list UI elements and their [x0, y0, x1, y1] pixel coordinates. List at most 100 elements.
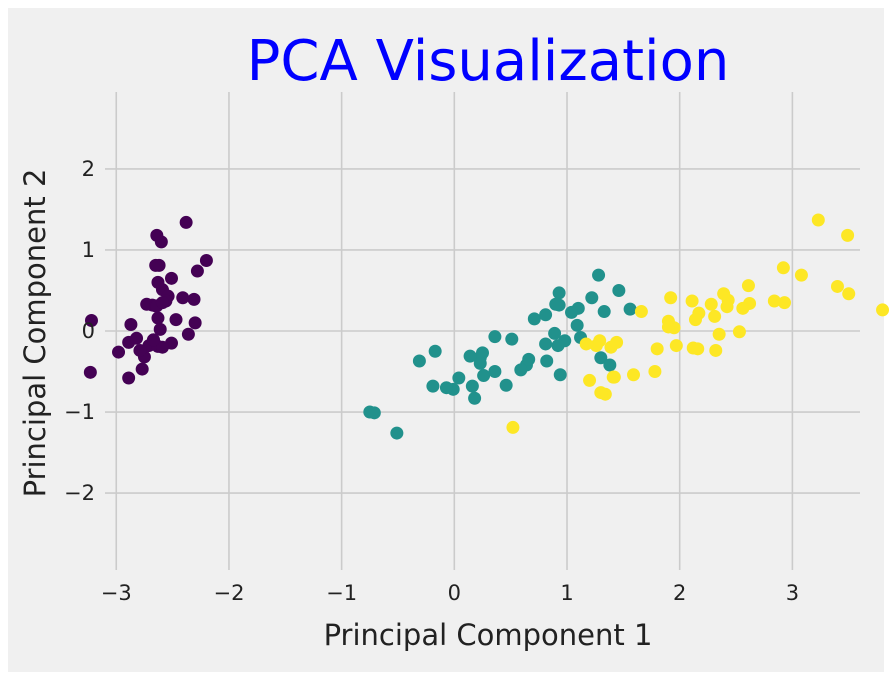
- scatter-point-cluster-0: [124, 318, 138, 332]
- scatter-point-cluster-2: [794, 268, 808, 282]
- scatter-point-cluster-0: [149, 258, 163, 272]
- scatter-point-cluster-1: [428, 344, 442, 358]
- scatter-point-cluster-2: [607, 370, 621, 384]
- scatter-point-cluster-1: [426, 379, 440, 393]
- scatter-point-cluster-2: [583, 373, 597, 387]
- x-tick-label: 0: [448, 581, 461, 605]
- scatter-point-cluster-1: [514, 363, 528, 377]
- scatter-point-cluster-1: [592, 268, 606, 282]
- scatter-point-cluster-2: [579, 337, 593, 351]
- scatter-point-cluster-0: [179, 215, 193, 229]
- scatter-point-cluster-2: [842, 287, 856, 301]
- scatter-point-cluster-1: [551, 339, 565, 353]
- scatter-point-cluster-1: [439, 381, 453, 395]
- scatter-point-cluster-1: [603, 358, 617, 372]
- scatter-point-cluster-1: [548, 326, 562, 340]
- y-tick-label: 2: [82, 157, 95, 181]
- scatter-point-cluster-2: [593, 334, 607, 348]
- scatter-point-cluster-2: [594, 386, 608, 400]
- scatter-point-cluster-2: [732, 325, 746, 339]
- scatter-point-cluster-2: [717, 287, 731, 301]
- scatter-point-cluster-0: [151, 311, 165, 325]
- scatter-point-cluster-2: [610, 335, 624, 349]
- scatter-point-cluster-2: [741, 279, 755, 293]
- scatter-point-cluster-1: [553, 368, 567, 382]
- scatter-point-cluster-1: [527, 312, 541, 326]
- scatter-point-cluster-2: [736, 301, 750, 315]
- scatter-point-cluster-0: [155, 340, 169, 354]
- scatter-point-cluster-1: [468, 391, 482, 405]
- scatter-point-cluster-0: [154, 235, 168, 249]
- scatter-point-cluster-0: [83, 365, 97, 379]
- scatter-point-cluster-1: [412, 354, 426, 368]
- scatter-point-cluster-2: [669, 339, 683, 353]
- scatter-point-cluster-0: [133, 343, 147, 357]
- scatter-point-cluster-2: [634, 305, 648, 319]
- scatter-point-cluster-0: [153, 322, 167, 336]
- scatter-point-cluster-2: [876, 303, 890, 317]
- y-tick-label: −2: [64, 481, 95, 505]
- scatter-point-cluster-0: [130, 331, 144, 345]
- scatter-point-cluster-0: [188, 316, 202, 330]
- scatter-point-cluster-1: [552, 286, 566, 300]
- y-tick-label: 0: [82, 319, 95, 343]
- scatter-point-cluster-0: [190, 264, 204, 278]
- scatter-point-cluster-1: [612, 283, 626, 297]
- scatter-point-cluster-2: [685, 294, 699, 308]
- scatter-point-cluster-1: [477, 369, 491, 383]
- scatter-points: [83, 213, 890, 440]
- scatter-point-cluster-1: [473, 356, 487, 370]
- x-axis-label: Principal Component 1: [324, 618, 653, 652]
- y-tick-label: 1: [82, 238, 95, 262]
- scatter-point-cluster-2: [506, 420, 520, 434]
- scatter-point-cluster-2: [648, 365, 662, 379]
- chart-title: PCA Visualization: [247, 29, 730, 94]
- scatter-point-cluster-1: [594, 351, 608, 365]
- scatter-point-cluster-0: [169, 313, 183, 327]
- y-axis-label: Principal Component 2: [18, 169, 52, 498]
- y-tick-label: −1: [64, 400, 95, 424]
- x-tick-label: 3: [786, 581, 799, 605]
- scatter-point-cluster-1: [499, 378, 513, 392]
- scatter-point-cluster-2: [688, 313, 702, 327]
- x-tick-label: −1: [326, 581, 357, 605]
- scatter-point-cluster-1: [540, 354, 554, 368]
- scatter-point-cluster-2: [776, 261, 790, 275]
- scatter-point-cluster-1: [623, 302, 637, 316]
- scatter-point-cluster-2: [664, 291, 678, 305]
- x-tick-label: −2: [213, 581, 244, 605]
- scatter-point-cluster-0: [181, 327, 195, 341]
- scatter-point-cluster-2: [650, 342, 664, 356]
- scatter-point-cluster-0: [164, 271, 178, 285]
- scatter-point-cluster-2: [778, 296, 791, 310]
- scatter-point-cluster-0: [176, 291, 190, 305]
- scatter-point-cluster-1: [465, 379, 479, 393]
- scatter-point-cluster-1: [476, 346, 489, 360]
- tick-labels: −3 −2 −1 0 1 2 3 −2 −1 0 1 2: [64, 157, 799, 605]
- scatter-point-cluster-1: [452, 371, 466, 385]
- x-tick-label: −3: [101, 581, 132, 605]
- scatter-point-cluster-1: [522, 352, 536, 366]
- scatter-point-cluster-1: [585, 291, 599, 305]
- scatter-point-cluster-1: [488, 330, 502, 344]
- scatter-point-cluster-0: [112, 345, 126, 359]
- scatter-point-cluster-0: [84, 313, 98, 327]
- scatter-point-cluster-0: [199, 254, 213, 268]
- scatter-point-cluster-2: [709, 343, 723, 357]
- scatter-point-cluster-1: [539, 337, 553, 351]
- scatter-point-cluster-1: [539, 308, 553, 322]
- scatter-point-cluster-1: [570, 318, 584, 332]
- scatter-point-cluster-0: [122, 371, 136, 385]
- scatter-point-cluster-2: [627, 368, 640, 382]
- scatter-point-cluster-2: [767, 294, 781, 308]
- scatter-point-cluster-0: [151, 275, 165, 289]
- scatter-point-cluster-1: [597, 305, 611, 319]
- scatter-point-cluster-2: [811, 213, 825, 227]
- scatter-point-cluster-2: [830, 279, 844, 293]
- scatter-point-cluster-2: [704, 297, 718, 311]
- scatter-point-cluster-1: [463, 349, 477, 363]
- scatter-point-cluster-1: [367, 406, 381, 420]
- scatter-point-cluster-1: [488, 365, 502, 379]
- scatter-point-cluster-2: [712, 327, 726, 341]
